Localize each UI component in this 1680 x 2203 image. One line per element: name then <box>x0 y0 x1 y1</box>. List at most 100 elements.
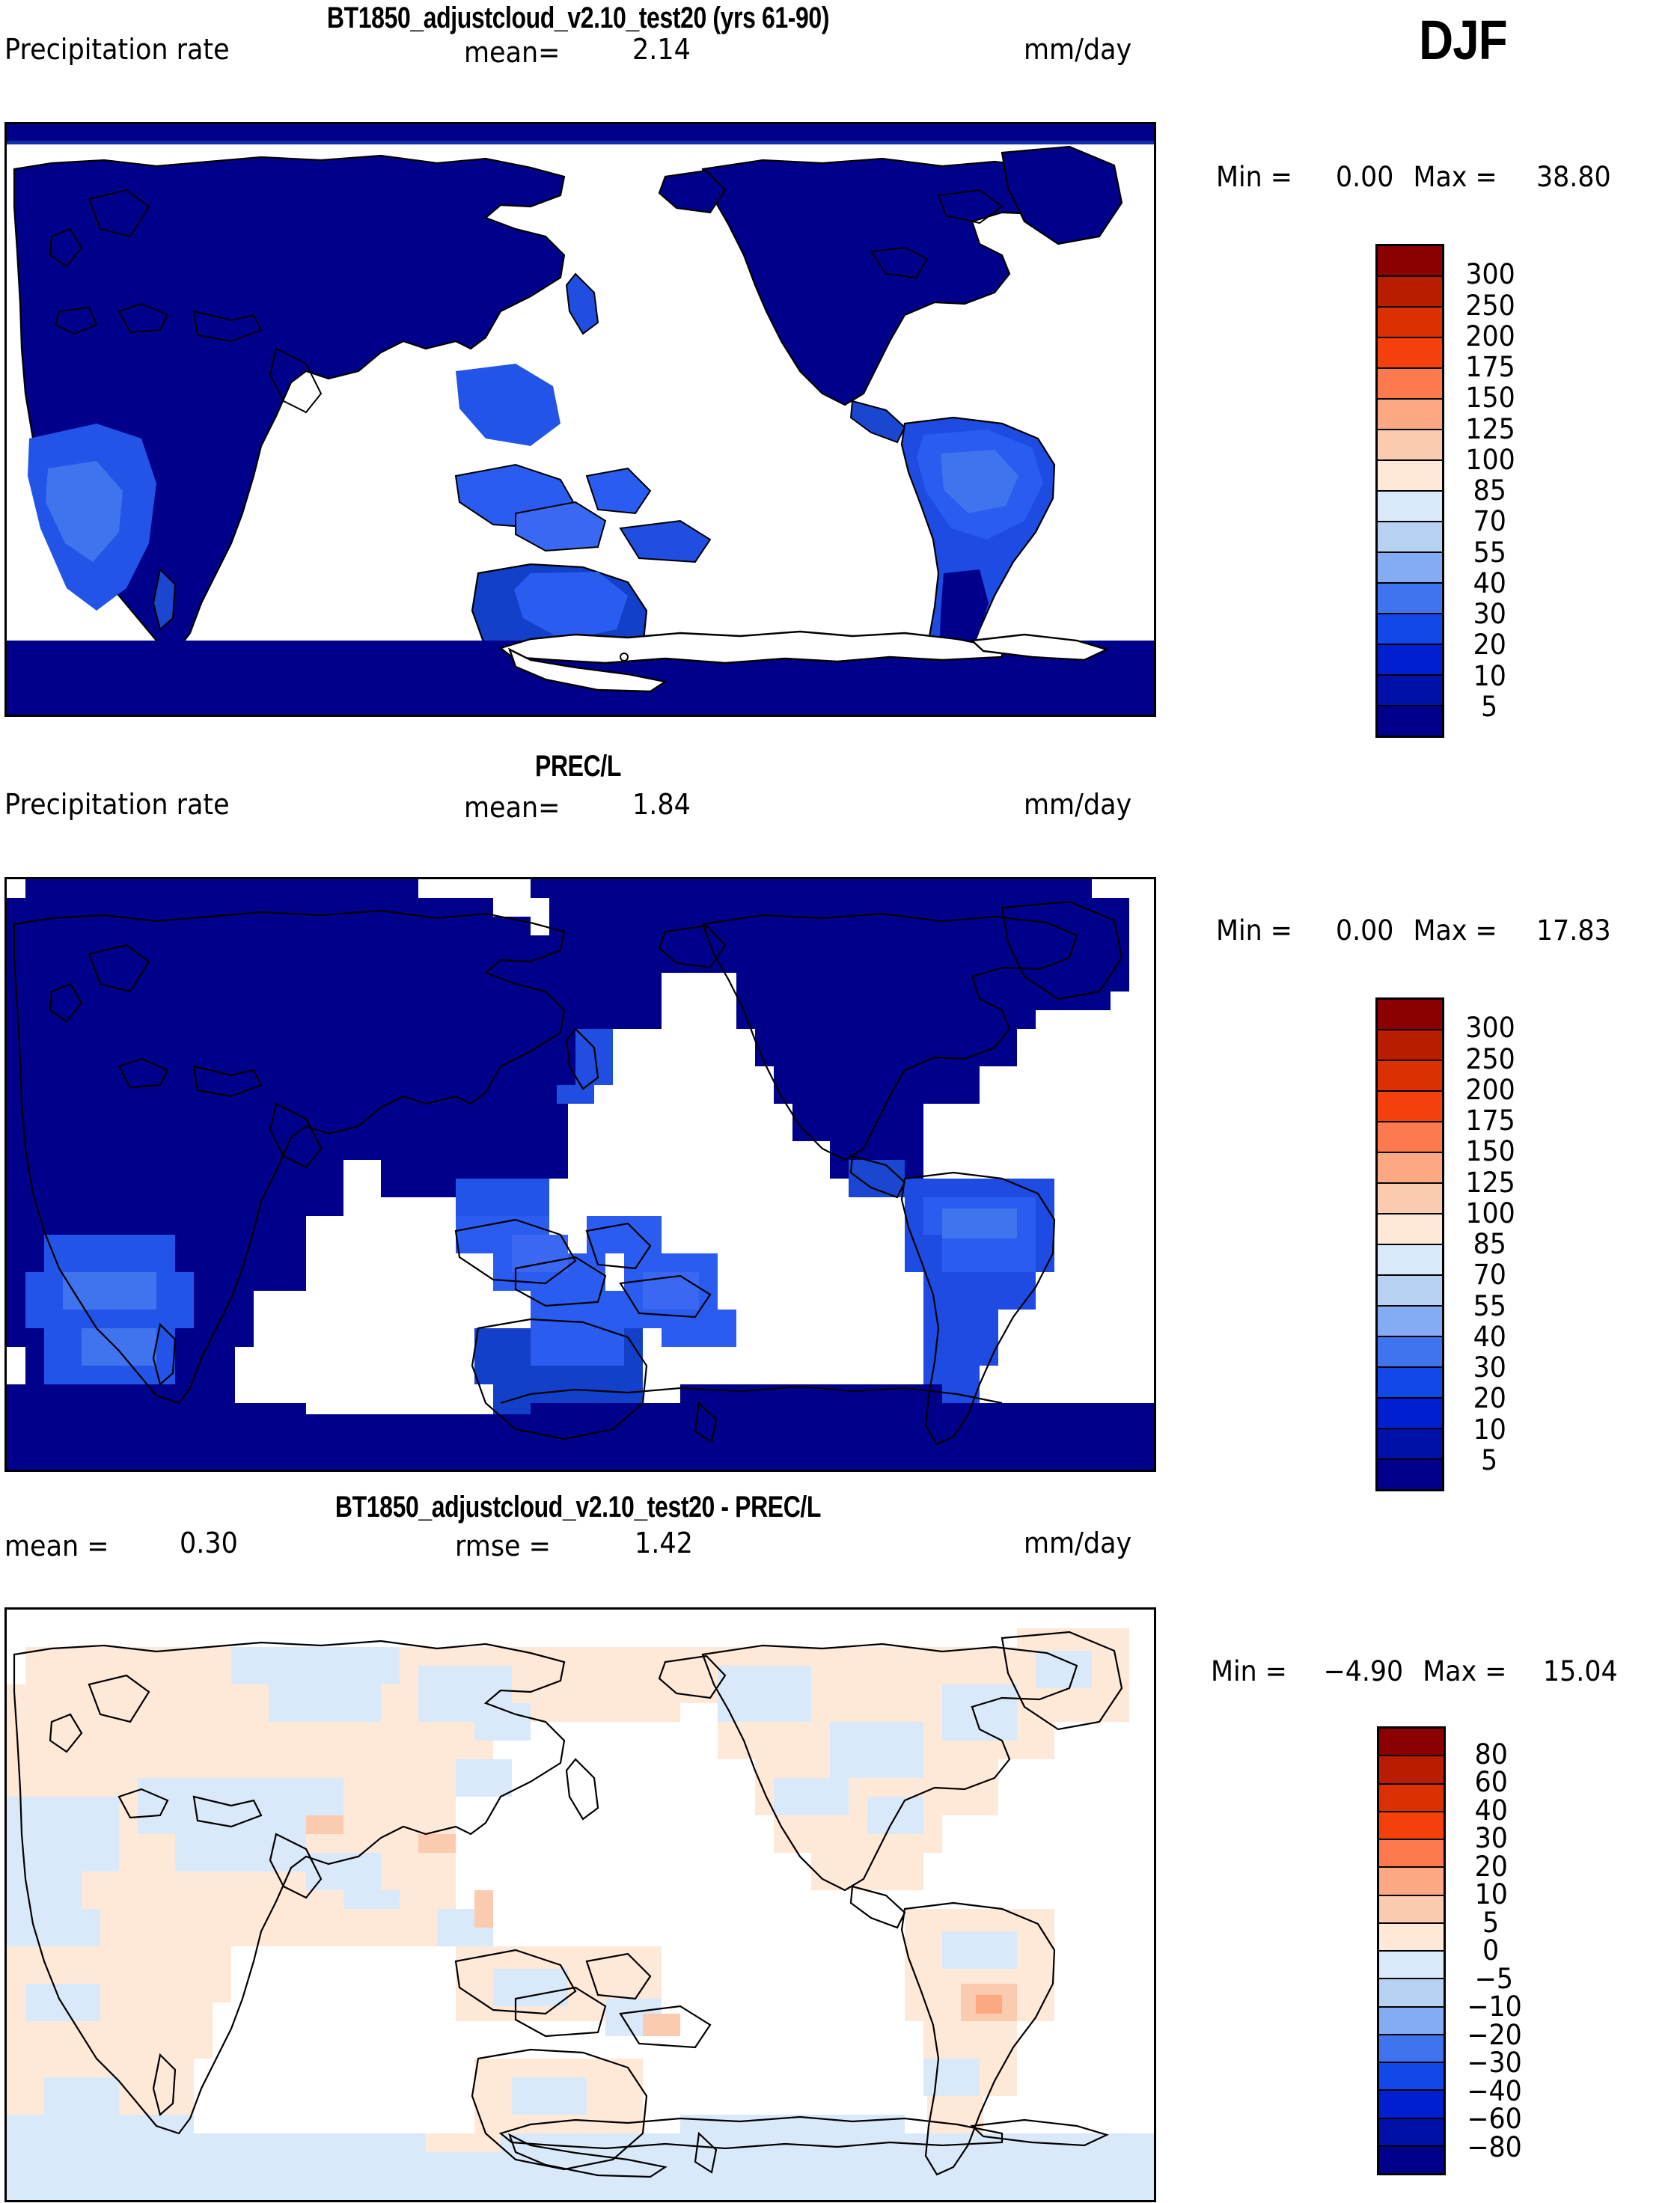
panel-mean-label-model: mean= <box>464 36 560 69</box>
panel-mean-value-obs: 1.84 <box>632 788 691 821</box>
min-label-model: Min = <box>1216 161 1292 193</box>
panel-units-model: mm/day <box>1024 33 1132 66</box>
min-label-obs: Min = <box>1216 914 1292 947</box>
map-difference[interactable] <box>4 1607 1156 2202</box>
max-value-difference: 15.04 <box>1543 1655 1618 1687</box>
colorbar-band <box>1378 1337 1442 1368</box>
min-value-obs: 0.00 <box>1335 914 1394 947</box>
colorbar-tick-label: 300 <box>1465 1012 1515 1045</box>
colorbar-tick-label: 0 <box>1482 1934 1500 1967</box>
colorbar-band <box>1379 1756 1444 1785</box>
colorbar-tick-label: 30 <box>1473 1351 1506 1384</box>
panel-units-obs: mm/day <box>1024 788 1132 821</box>
colorbar-tick-label: 80 <box>1474 1738 1508 1770</box>
colorbar-tick-label: −30 <box>1467 2047 1522 2079</box>
colorbar-band <box>1378 492 1442 522</box>
colorbar-band <box>1378 1061 1442 1092</box>
colorbar-band <box>1378 1460 1442 1489</box>
colorbar-band <box>1378 369 1442 400</box>
max-label-difference: Max = <box>1423 1655 1507 1687</box>
colorbar-band <box>1378 584 1442 614</box>
season-label: DJF <box>1419 9 1508 71</box>
colorbar-tick-label: 10 <box>1474 1878 1508 1910</box>
colorbar-tick-label: 250 <box>1465 1042 1515 1075</box>
colorbar-band <box>1379 1840 1444 1869</box>
colorbar-band <box>1378 1245 1442 1276</box>
colorbar-band <box>1379 1729 1444 1757</box>
colorbar-tick-label: 150 <box>1465 1135 1515 1168</box>
max-label-obs: Max = <box>1413 914 1497 947</box>
colorbar-band <box>1378 1429 1442 1460</box>
colorbar-tick-label: 20 <box>1473 629 1506 661</box>
colorbar-band <box>1378 400 1442 430</box>
colorbar-band <box>1379 2063 1444 2092</box>
colorbar-tick-label: 40 <box>1474 1794 1508 1827</box>
max-label-model: Max = <box>1413 161 1497 193</box>
colorbar-ticks-model: 300 250 200 175 150 125 100 85 70 55 40 30 20 10 5 <box>1458 244 1563 738</box>
minmax-obs: Min = 0.00 Max = 17.83 <box>1216 914 1611 947</box>
colorbar-tick-label: 85 <box>1473 1228 1506 1260</box>
colorbar-tick-label: 150 <box>1465 382 1515 415</box>
colorbar-tick-label: 300 <box>1465 258 1515 291</box>
colorbar-tick-label: 70 <box>1473 1259 1506 1292</box>
panel-rmse-label-difference: rmse = <box>455 1530 551 1562</box>
panel-mean-label-difference: mean = <box>4 1530 109 1562</box>
map-model[interactable] <box>4 122 1156 717</box>
colorbar-obs <box>1375 997 1444 1491</box>
colorbar-band <box>1379 1952 1444 1980</box>
colorbar-band <box>1379 2091 1444 2119</box>
panel-rmse-value-difference: 1.42 <box>635 1527 693 1559</box>
map-obs[interactable] <box>4 877 1156 1472</box>
panel-mean-value-difference: 0.30 <box>180 1527 238 1559</box>
colorbar-tick-label: 70 <box>1473 505 1506 538</box>
colorbar-tick-label: 250 <box>1465 289 1515 322</box>
colorbar-band <box>1378 1184 1442 1214</box>
minmax-model: Min = 0.00 Max = 38.80 <box>1216 161 1611 194</box>
colorbar-tick-label: −5 <box>1474 1962 1513 1995</box>
colorbar-band <box>1378 1092 1442 1122</box>
colorbar-tick-label: 40 <box>1473 566 1506 599</box>
colorbar-model <box>1375 244 1444 738</box>
colorbar-band <box>1379 1979 1444 2008</box>
colorbar-band <box>1378 338 1442 369</box>
colorbar-band <box>1378 1000 1442 1030</box>
colorbar-tick-label: 30 <box>1473 598 1506 630</box>
colorbar-band <box>1378 1214 1442 1245</box>
colorbar-band <box>1379 2146 1444 2173</box>
colorbar-tick-label: 175 <box>1465 1104 1515 1137</box>
colorbar-band <box>1378 706 1442 736</box>
colorbar-band <box>1378 553 1442 584</box>
colorbar-tick-label: −80 <box>1467 2130 1522 2163</box>
max-value-model: 38.80 <box>1536 161 1611 193</box>
colorbar-band <box>1378 1276 1442 1307</box>
colorbar-band <box>1378 1153 1442 1184</box>
colorbar-band <box>1379 2007 1444 2035</box>
min-value-difference: −4.90 <box>1323 1655 1404 1687</box>
colorbar-band <box>1378 1368 1442 1399</box>
colorbar-band <box>1378 461 1442 492</box>
panel-title-difference: BT1850_adjustcloud_v2.10_test20 - PREC/L <box>335 1491 822 1524</box>
panel-variable-label-obs: Precipitation rate <box>4 788 230 821</box>
colorbar-band <box>1378 1399 1442 1429</box>
colorbar-tick-label: 125 <box>1465 1166 1515 1199</box>
min-label-difference: Min = <box>1211 1655 1287 1687</box>
colorbar-band <box>1379 2035 1444 2063</box>
colorbar-tick-label: 200 <box>1465 1073 1515 1106</box>
colorbar-tick-label: 5 <box>1481 690 1498 723</box>
colorbar-band <box>1378 614 1442 645</box>
colorbar-tick-label: −60 <box>1467 2103 1522 2135</box>
colorbar-tick-label: 10 <box>1473 1413 1506 1446</box>
colorbar-band <box>1378 676 1442 706</box>
max-value-obs: 17.83 <box>1536 914 1611 947</box>
panel-title-obs: PREC/L <box>535 750 621 783</box>
colorbar-band <box>1378 1307 1442 1337</box>
colorbar-band <box>1379 1868 1444 1896</box>
colorbar-tick-label: 5 <box>1482 1906 1500 1939</box>
colorbar-tick-label: 125 <box>1465 412 1515 445</box>
colorbar-tick-label: −20 <box>1467 2018 1522 2051</box>
colorbar-band <box>1379 1923 1444 1952</box>
colorbar-tick-label: 200 <box>1465 320 1515 352</box>
colorbar-band <box>1378 430 1442 461</box>
colorbar-ticks-obs: 300 250 200 175 150 125 100 85 70 55 40 30 20 10 5 <box>1458 997 1563 1491</box>
colorbar-band <box>1379 2118 1444 2147</box>
